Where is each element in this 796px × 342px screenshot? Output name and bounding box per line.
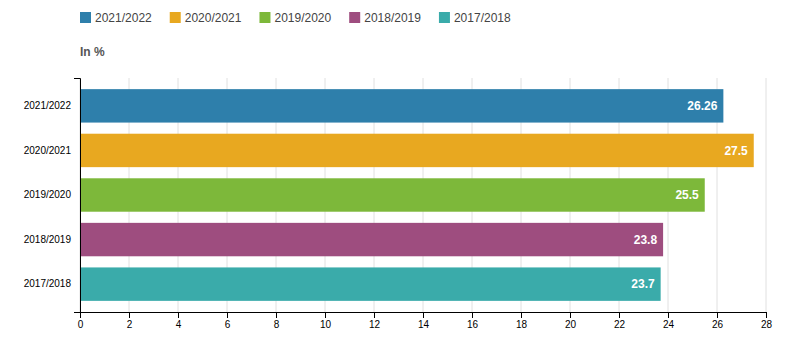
y-tick-label: 2021/2022 <box>24 100 72 111</box>
x-tick: 12 <box>369 312 381 330</box>
x-tick: 20 <box>565 312 577 330</box>
bar <box>80 134 754 167</box>
legend-swatch <box>439 12 450 23</box>
x-tick: 2 <box>127 312 133 330</box>
legend-item: 2021/2022 <box>80 11 152 25</box>
x-tick-mark <box>325 312 326 318</box>
bar <box>80 223 663 256</box>
x-tick: 8 <box>274 312 280 330</box>
x-tick-label: 12 <box>369 319 381 330</box>
x-tick: 16 <box>467 312 479 330</box>
x-tick-label: 4 <box>176 319 182 330</box>
data-label: 27.5 <box>724 144 748 158</box>
x-tick-label: 8 <box>274 319 280 330</box>
y-tick-label: 2017/2018 <box>24 278 72 289</box>
x-tick-mark <box>668 312 669 318</box>
data-label: 26.26 <box>687 99 717 113</box>
y-tick: 2018/2019 <box>24 234 72 245</box>
grid <box>80 78 766 312</box>
x-tick: 18 <box>516 312 528 330</box>
x-tick-label: 22 <box>614 319 626 330</box>
legend: 2021/2022 2020/2021 2019/2020 2018/2019 2017… <box>80 11 511 25</box>
x-tick-mark <box>276 312 277 318</box>
x-tick-mark <box>570 312 571 318</box>
x-tick-label: 6 <box>225 319 231 330</box>
plot-area: 02468101214161820222426282021/20222020/2… <box>24 78 773 330</box>
x-tick: 28 <box>761 312 773 330</box>
legend-swatch <box>80 12 91 23</box>
y-tick-label: 2018/2019 <box>24 234 72 245</box>
y-tick: 2020/2021 <box>24 145 72 156</box>
y-tick-label: 2020/2021 <box>24 145 72 156</box>
x-tick-label: 16 <box>467 319 479 330</box>
x-tick-mark <box>423 312 424 318</box>
x-tick-mark <box>227 312 228 318</box>
legend-item: 2018/2019 <box>349 11 421 25</box>
legend-label: 2017/2018 <box>454 11 511 25</box>
legend-label: 2020/2021 <box>185 11 242 25</box>
x-tick-label: 14 <box>418 319 430 330</box>
x-tick: 10 <box>320 312 332 330</box>
x-tick-mark <box>619 312 620 318</box>
x-tick-mark <box>129 312 130 318</box>
legend-swatch <box>170 12 181 23</box>
x-tick-label: 18 <box>516 319 528 330</box>
legend-swatch <box>259 12 270 23</box>
x-tick: 14 <box>418 312 430 330</box>
legend-item: 2020/2021 <box>170 11 242 25</box>
legend-label: 2019/2020 <box>274 11 331 25</box>
x-tick-mark <box>717 312 718 318</box>
grid-line <box>766 78 767 312</box>
x-tick-mark <box>472 312 473 318</box>
bars <box>80 89 754 301</box>
legend-label: 2021/2022 <box>95 11 152 25</box>
y-tick: 2019/2020 <box>24 189 72 200</box>
x-tick-label: 26 <box>712 319 724 330</box>
x-tick: 24 <box>663 312 675 330</box>
y-tick: 2021/2022 <box>24 100 72 111</box>
x-tick-label: 0 <box>78 319 84 330</box>
legend-item: 2019/2020 <box>259 11 331 25</box>
x-tick: 0 <box>78 312 84 330</box>
chart-container: 2021/2022 2020/2021 2019/2020 2018/2019 2017… <box>0 0 796 342</box>
y-axis-line <box>74 79 81 313</box>
x-tick: 4 <box>176 312 182 330</box>
x-tick-mark <box>521 312 522 318</box>
x-tick-label: 20 <box>565 319 577 330</box>
x-tick: 22 <box>614 312 626 330</box>
x-tick-mark <box>178 312 179 318</box>
data-label: 23.8 <box>634 233 658 247</box>
x-tick-label: 28 <box>761 319 773 330</box>
x-tick-mark <box>374 312 375 318</box>
y-tick: 2017/2018 <box>24 278 72 289</box>
x-axis-line <box>81 313 767 319</box>
y-tick-label: 2019/2020 <box>24 189 72 200</box>
chart-svg: 2021/2022 2020/2021 2019/2020 2018/2019 2017… <box>0 0 796 342</box>
x-tick: 26 <box>712 312 724 330</box>
x-tick-label: 2 <box>127 319 133 330</box>
legend-label: 2018/2019 <box>364 11 421 25</box>
x-tick-label: 24 <box>663 319 675 330</box>
data-label: 23.7 <box>631 277 655 291</box>
bar <box>80 267 661 300</box>
y-axis: 2021/2022 2020/2021 2019/2020 2018/2019 2017… <box>24 79 81 313</box>
x-tick-mark <box>766 312 767 318</box>
axis-label: In % <box>80 45 105 59</box>
bar <box>80 178 705 211</box>
x-tick-label: 10 <box>320 319 332 330</box>
bar <box>80 89 723 122</box>
x-tick: 6 <box>225 312 231 330</box>
legend-swatch <box>349 12 360 23</box>
data-labels: 26.26 27.5 25.5 23.8 23.7 <box>631 99 748 291</box>
legend-item: 2017/2018 <box>439 11 511 25</box>
x-axis: 0246810121416182022242628 <box>78 312 773 330</box>
data-label: 25.5 <box>675 188 699 202</box>
